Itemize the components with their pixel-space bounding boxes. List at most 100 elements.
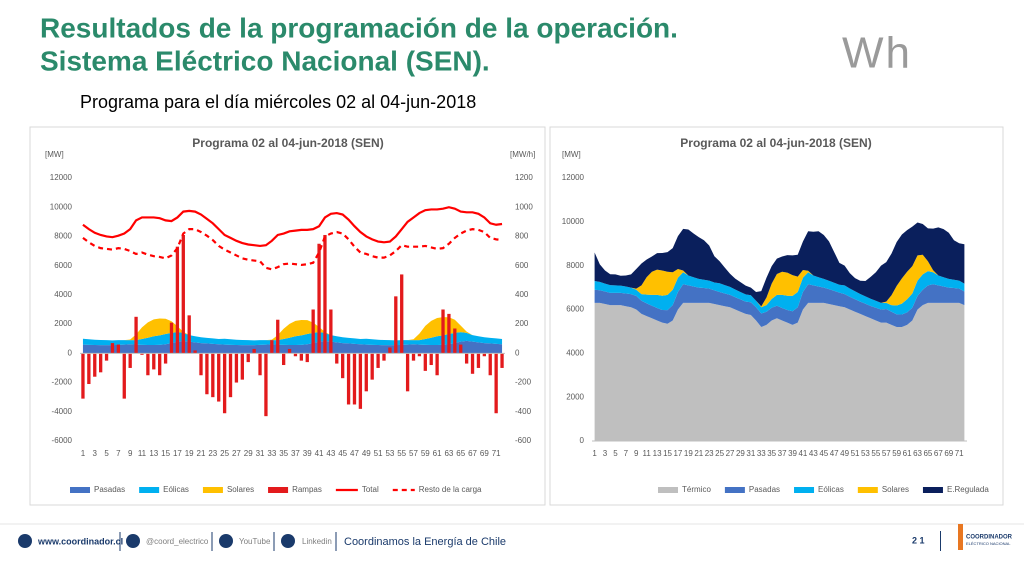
x-tick-label: 39 (788, 449, 797, 458)
y-tick-label: 12000 (562, 173, 585, 182)
legend-swatch (857, 487, 878, 493)
x-tick-label: 27 (726, 449, 735, 458)
y-tick-label: -2000 (52, 378, 73, 387)
bar (370, 353, 374, 380)
bar (169, 322, 174, 354)
legend-swatch (139, 487, 160, 493)
twitter-icon (126, 534, 140, 548)
bar (93, 353, 97, 377)
x-tick-label: 51 (851, 449, 860, 458)
y2-tick-label: 200 (515, 319, 529, 328)
subtitle: Programa para el día miércoles 02 al 04-… (80, 92, 476, 112)
bar (305, 353, 309, 363)
x-tick-label: 7 (116, 449, 121, 458)
y-tick-label: 8000 (566, 261, 584, 270)
bar (400, 274, 404, 354)
youtube[interactable]: YouTube (239, 537, 271, 546)
y2-tick-label: 1000 (515, 202, 533, 211)
bar (488, 353, 492, 376)
youtube-icon (219, 534, 233, 548)
bar (405, 353, 410, 392)
bar (270, 340, 274, 354)
x-tick-label: 55 (871, 449, 880, 458)
legend-swatch (658, 487, 678, 493)
y-axis-label: [MW] (562, 150, 581, 159)
bar (459, 344, 463, 354)
x-tick-label: 51 (374, 449, 383, 458)
y-tick-label: -6000 (52, 436, 73, 445)
legend-label: Pasadas (94, 485, 125, 494)
twitter[interactable]: @coord_electrico (146, 537, 209, 546)
x-tick-label: 67 (468, 449, 477, 458)
x-tick-label: 45 (819, 449, 828, 458)
y2-tick-label: -600 (515, 436, 532, 445)
bar (411, 353, 416, 361)
x-tick-label: 47 (830, 449, 839, 458)
x-tick-label: 19 (185, 449, 194, 458)
slide-title: Resultados de la programación de la oper… (40, 12, 678, 43)
x-tick-label: 45 (338, 449, 347, 458)
bar (394, 296, 398, 354)
x-tick-label: 61 (433, 449, 442, 458)
x-tick-label: 29 (736, 449, 745, 458)
y-tick-label: 6000 (54, 261, 72, 270)
y-tick-label: -4000 (52, 407, 73, 416)
bar (435, 353, 439, 376)
x-tick-label: 61 (903, 449, 912, 458)
x-tick-label: 1 (592, 449, 597, 458)
bar (217, 353, 221, 402)
bar (464, 353, 469, 364)
bar (329, 309, 333, 354)
x-tick-label: 11 (138, 449, 147, 458)
x-tick-label: 53 (385, 449, 394, 458)
y2-tick-label: 1200 (515, 173, 533, 182)
bar (205, 353, 209, 395)
bar (317, 243, 321, 354)
bar (193, 350, 197, 354)
x-tick-label: 69 (480, 449, 489, 458)
x-tick-label: 71 (955, 449, 964, 458)
bar (299, 353, 304, 361)
bar (441, 309, 445, 354)
x-tick-label: 7 (624, 449, 629, 458)
bar (500, 353, 504, 368)
bar (240, 353, 244, 380)
x-tick-label: 27 (232, 449, 241, 458)
x-tick-label: 31 (746, 449, 755, 458)
logo-mark (958, 524, 963, 550)
x-tick-label: 63 (444, 449, 453, 458)
x-tick-label: 59 (892, 449, 901, 458)
linkedin[interactable]: Linkedin (302, 537, 332, 546)
bar (146, 353, 150, 376)
bar (163, 353, 168, 364)
bar (81, 353, 85, 399)
bar (234, 353, 239, 383)
slide-title: Sistema Eléctrico Nacional (SEN). (40, 45, 490, 76)
chart-title: Programa 02 al 04-jun-2018 (SEN) (192, 136, 383, 150)
x-tick-label: 49 (362, 449, 371, 458)
logo-text: Wh (842, 29, 912, 78)
x-tick-label: 49 (840, 449, 849, 458)
x-tick-label: 23 (208, 449, 217, 458)
x-tick-label: 15 (663, 449, 672, 458)
bar (104, 353, 109, 361)
bar (87, 353, 91, 385)
website[interactable]: www.coordinador.cl (37, 536, 123, 546)
x-tick-label: 57 (409, 449, 418, 458)
x-tick-label: 3 (93, 449, 98, 458)
bar (470, 353, 475, 374)
legend-label: Pasadas (749, 485, 780, 494)
y-tick-label: 10000 (50, 202, 73, 211)
legend-label: Total (362, 485, 379, 494)
bar (453, 328, 457, 354)
x-tick-label: 35 (279, 449, 288, 458)
x-tick-label: 9 (634, 449, 639, 458)
bar (417, 353, 422, 357)
x-tick-label: 25 (220, 449, 229, 458)
y2-axis-label: [MW/h] (510, 150, 535, 159)
bar (447, 313, 451, 354)
legend-label: Térmico (682, 485, 711, 494)
x-tick-label: 65 (456, 449, 465, 458)
y2-tick-label: 600 (515, 261, 529, 270)
bar (110, 343, 115, 354)
